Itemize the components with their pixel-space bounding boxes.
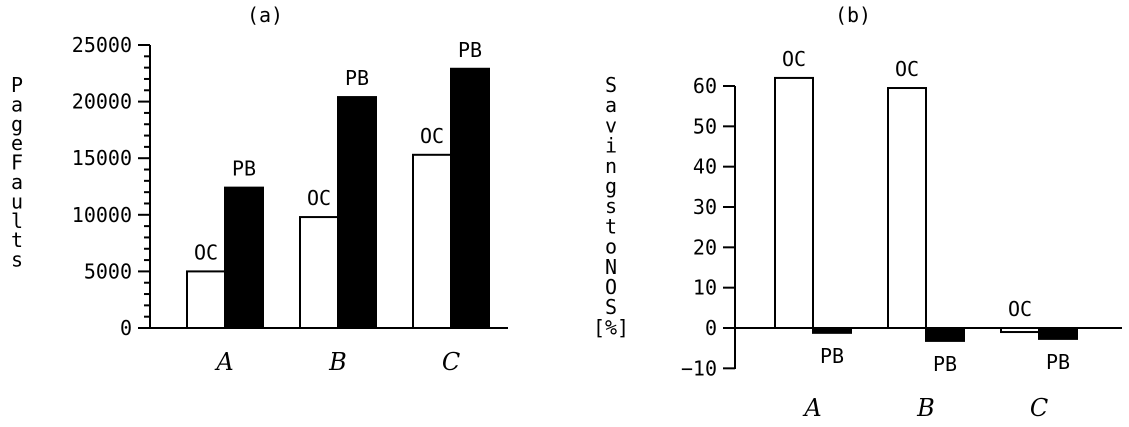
bar-label-pb-b: PB (345, 66, 369, 90)
bar-label-pb-c: PB (1046, 350, 1070, 374)
chart-a-ylabel-char: u (11, 189, 23, 213)
chart-b-ytick-label: −10 (681, 356, 717, 380)
chart-a-category-label: B (328, 348, 347, 376)
chart-b-category-label: B (916, 394, 935, 422)
chart-b-ytick-label: 60 (693, 74, 717, 98)
chart-b-ylabel-unit: [%] (593, 315, 629, 339)
bar-oc-c (412, 153, 452, 329)
chart-a-ytick-label: 5000 (84, 259, 132, 283)
chart-b-ylabel-char: O (605, 275, 617, 299)
chart-b-ytick-label: 20 (693, 235, 717, 259)
chart-b-ytick-label: 0 (705, 316, 717, 340)
bar-label-pb-b: PB (933, 352, 957, 376)
bar-oc-a (774, 76, 814, 329)
bar-pb-b (925, 327, 965, 342)
chart-a-ylabel-char: t (11, 228, 23, 252)
chart-a-ytick-label: 15000 (72, 146, 132, 170)
bar-pb-c (450, 67, 490, 329)
chart-b-ylabel-char: o (605, 235, 617, 259)
chart-b-xticks: A B C (802, 394, 1048, 422)
chart-b-category-label: A (802, 394, 821, 422)
bar-label-pb-a: PB (232, 157, 256, 181)
bar-label-oc-b: OC (895, 57, 919, 81)
chart-a-ylabel-char: a (11, 92, 23, 116)
chart-a-ytick-label: 10000 (72, 203, 132, 227)
chart-b-ylabel-char: i (605, 134, 617, 158)
chart-b-bars (774, 76, 1078, 342)
bar-pb-a (224, 186, 264, 329)
chart-a-ytick-label: 0 (120, 316, 132, 340)
chart-a-ylabel-char: F (11, 151, 23, 175)
chart-a-yticks: 0 5000 10000 15000 20000 25000 (72, 33, 150, 340)
bar-pb-a (812, 327, 852, 334)
chart-b-ylabel-char: n (605, 154, 617, 178)
chart-b-ylabel-char: S (605, 295, 617, 319)
bar-label-oc-b: OC (307, 186, 331, 210)
chart-b-ylabel-char: v (605, 113, 617, 137)
chart-b-ylabel-char: g (605, 174, 617, 198)
chart-b-category-label: C (1030, 394, 1048, 422)
chart-a-ylabel-char: e (11, 131, 23, 155)
chart-a-title: (a) (247, 3, 283, 27)
chart-a-xticks: A B C (214, 348, 460, 376)
chart-b-ylabel-char: S (605, 73, 617, 97)
chart-b-bar-labels: OC OC OC PB PB PB (782, 47, 1070, 376)
chart-b-title: (b) (835, 3, 871, 27)
chart-a-bar-labels: OC OC OC PB PB PB (194, 38, 482, 265)
chart-a-ylabel-char: l (11, 209, 23, 233)
bar-label-oc-a: OC (782, 47, 806, 71)
chart-b-ylabel-char: a (605, 93, 617, 117)
bar-label-oc-c: OC (1008, 297, 1032, 321)
bar-oc-c (1000, 327, 1040, 334)
chart-a-ytick-label: 25000 (72, 33, 132, 57)
bar-label-pb-c: PB (458, 38, 482, 62)
chart-a-category-label: A (214, 348, 233, 376)
chart-b-ylabel-char: N (605, 255, 617, 279)
chart-b-ylabel-char: s (605, 194, 617, 218)
bar-label-oc-c: OC (420, 124, 444, 148)
chart-a-ylabel-char: s (11, 248, 23, 272)
bar-oc-a (186, 270, 226, 329)
bar-oc-b (299, 216, 339, 329)
chart-b-ytick-label: 10 (693, 276, 717, 300)
chart-b-yticks: −10 0 10 20 30 40 50 60 (681, 74, 735, 380)
chart-a-ylabel-char: a (11, 170, 23, 194)
chart-b-ytick-label: 50 (693, 114, 717, 138)
chart-a-category-label: C (442, 348, 460, 376)
chart-a-bars (186, 67, 490, 329)
chart-b-ylabel-char: t (605, 214, 617, 238)
chart-a-ytick-label: 20000 (72, 90, 132, 114)
chart-a-ylabel-char: P (11, 73, 23, 97)
bar-pb-b (337, 96, 377, 329)
bar-label-oc-a: OC (194, 240, 218, 264)
bar-oc-b (887, 87, 927, 330)
bar-label-pb-a: PB (820, 344, 844, 368)
chart-b-ytick-label: 40 (693, 155, 717, 179)
chart-a-ylabel-char: g (11, 112, 23, 136)
chart-b-ytick-label: 30 (693, 195, 717, 219)
bar-pb-c (1038, 327, 1078, 340)
